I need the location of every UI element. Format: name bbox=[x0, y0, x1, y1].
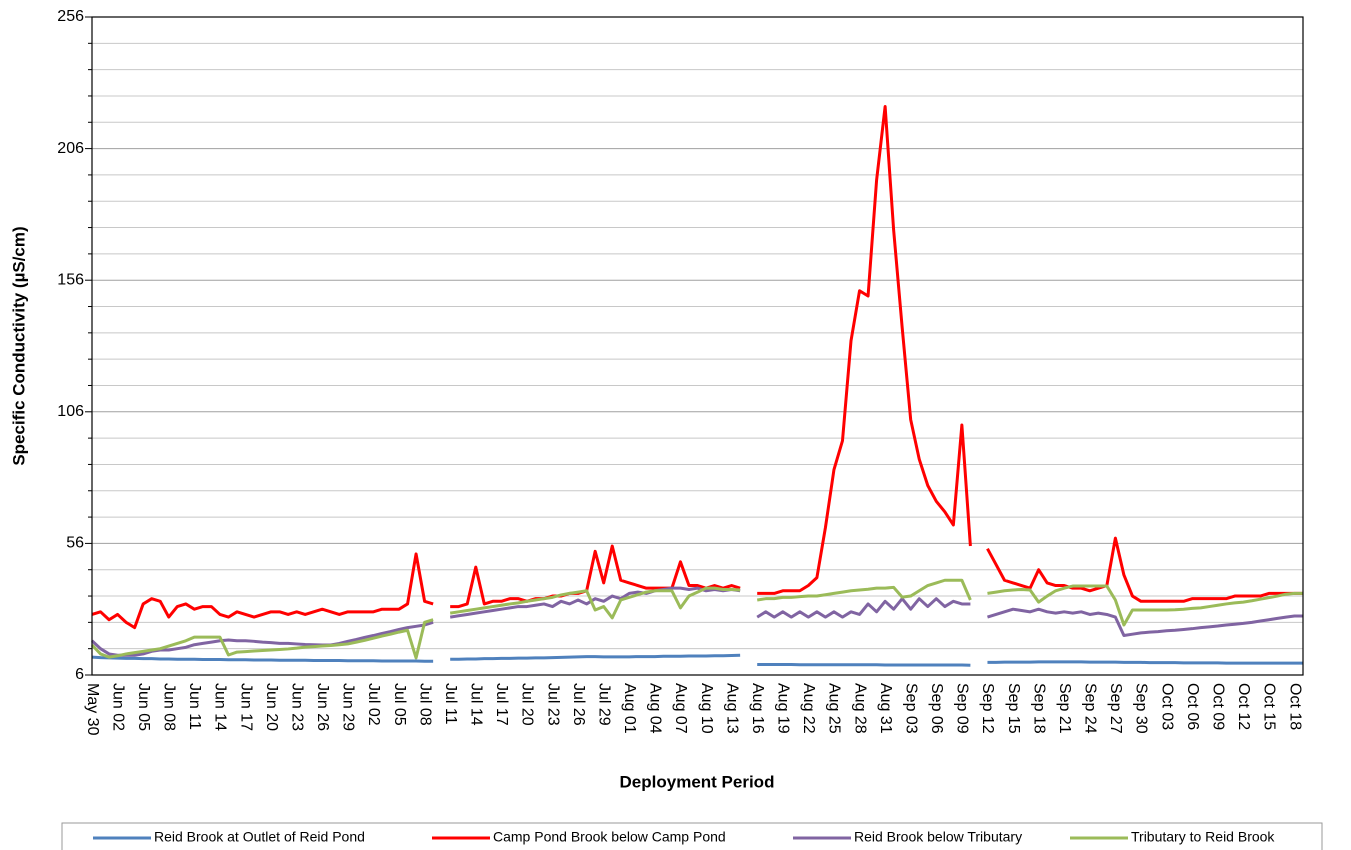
x-tick-label: Jun 26 bbox=[314, 683, 331, 731]
plot-frame bbox=[91, 16, 1304, 676]
x-tick-label: Aug 19 bbox=[775, 683, 792, 734]
y-tick-label: 256 bbox=[57, 8, 84, 25]
x-tick-label: Aug 16 bbox=[749, 683, 766, 734]
x-tick-label: Jul 17 bbox=[493, 683, 510, 726]
x-tick-label: Aug 10 bbox=[698, 683, 715, 734]
x-tick-label: Jun 17 bbox=[237, 683, 254, 731]
legend-label: Reid Brook below Tributary bbox=[854, 829, 1022, 845]
x-tick-label: Sep 09 bbox=[954, 683, 971, 734]
y-tick-label: 6 bbox=[75, 666, 84, 683]
x-tick-label: Sep 21 bbox=[1056, 683, 1073, 734]
x-tick-label: Jul 11 bbox=[442, 683, 459, 725]
legend-label: Tributary to Reid Brook bbox=[1131, 829, 1275, 845]
x-tick-label: Oct 15 bbox=[1261, 683, 1278, 730]
x-tick-label: Sep 30 bbox=[1133, 683, 1150, 734]
series-line bbox=[90, 578, 1303, 660]
plot-lines bbox=[90, 104, 1303, 667]
series-line bbox=[91, 653, 1303, 667]
x-tick-label: Sep 03 bbox=[902, 683, 919, 734]
x-tick-label: Jul 08 bbox=[416, 683, 433, 726]
axes: 6 56 106 156 206 256 May 30 Jun 02 Jun 05 Jun 08 J… bbox=[57, 8, 1303, 735]
x-tick-label: Jul 20 bbox=[519, 683, 536, 726]
x-tick-label: Oct 12 bbox=[1235, 683, 1252, 730]
y-tick-label: 106 bbox=[57, 403, 84, 420]
x-tick-label: Sep 18 bbox=[1030, 683, 1047, 734]
x-tick-label: Sep 27 bbox=[1107, 683, 1124, 734]
legend-label: Camp Pond Brook below Camp Pond bbox=[493, 829, 726, 845]
x-tick-label: Aug 07 bbox=[672, 683, 689, 734]
x-tick-label: Jul 14 bbox=[468, 683, 485, 726]
x-tick-label: Aug 25 bbox=[826, 683, 843, 734]
x-tick-label: Aug 28 bbox=[851, 683, 868, 734]
legend: Reid Brook at Outlet of Reid Pond Camp Po… bbox=[93, 829, 1275, 845]
x-tick-label: Sep 15 bbox=[1005, 683, 1022, 734]
x-tick-label: Jun 20 bbox=[263, 683, 280, 731]
x-tick-label: Sep 12 bbox=[979, 683, 996, 734]
x-tick-label: Jul 05 bbox=[391, 683, 408, 726]
x-tick-label: Jul 26 bbox=[570, 683, 587, 726]
x-tick-label: Aug 01 bbox=[621, 683, 638, 734]
x-tick-label: Jun 14 bbox=[212, 683, 229, 731]
y-axis-title: Specific Conductivity (µS/cm) bbox=[9, 226, 28, 465]
x-tick-label: Jun 08 bbox=[161, 683, 178, 731]
x-tick-label: Jul 02 bbox=[365, 683, 382, 726]
x-tick-label: Aug 13 bbox=[723, 683, 740, 734]
y-tick-label: 206 bbox=[57, 140, 84, 157]
x-tick-label: Jul 29 bbox=[595, 683, 612, 726]
x-tick-label: Oct 18 bbox=[1286, 683, 1303, 730]
x-tick-label: Jun 29 bbox=[340, 683, 357, 731]
x-tick-label: Sep 06 bbox=[928, 683, 945, 734]
y-tick-label: 56 bbox=[66, 535, 84, 552]
y-tick-label: 156 bbox=[57, 271, 84, 288]
x-tick-label: Aug 31 bbox=[877, 683, 894, 734]
x-tick-label: Sep 24 bbox=[1082, 683, 1099, 734]
x-tick-label: Jun 05 bbox=[135, 683, 152, 731]
legend-label: Reid Brook at Outlet of Reid Pond bbox=[154, 829, 365, 845]
x-tick-label: Jun 02 bbox=[109, 683, 126, 731]
x-tick-label: Aug 22 bbox=[800, 683, 817, 734]
x-tick-label: Jun 23 bbox=[288, 683, 305, 731]
x-tick-label: Oct 03 bbox=[1158, 683, 1175, 730]
series-line bbox=[91, 104, 1303, 630]
x-tick-label: Jun 11 bbox=[186, 683, 203, 730]
x-tick-label: Oct 09 bbox=[1209, 683, 1226, 730]
x-tick-label: May 30 bbox=[84, 683, 101, 736]
x-tick-label: Aug 04 bbox=[647, 683, 664, 734]
x-tick-label: Jul 23 bbox=[544, 683, 561, 726]
series-line bbox=[90, 586, 1303, 657]
x-axis-title: Deployment Period bbox=[620, 772, 775, 791]
x-tick-label: Oct 06 bbox=[1184, 683, 1201, 730]
